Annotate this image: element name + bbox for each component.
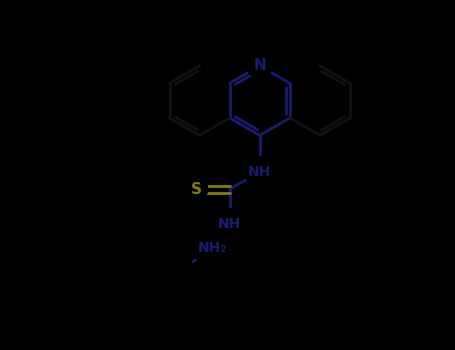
Circle shape bbox=[215, 209, 244, 239]
Text: NH₂: NH₂ bbox=[197, 241, 227, 255]
Circle shape bbox=[245, 157, 275, 187]
Text: N: N bbox=[253, 58, 266, 74]
Circle shape bbox=[193, 229, 231, 267]
Circle shape bbox=[248, 54, 272, 78]
Text: NH: NH bbox=[218, 217, 241, 231]
Text: S: S bbox=[191, 182, 202, 197]
Text: NH: NH bbox=[248, 165, 271, 179]
Circle shape bbox=[186, 178, 207, 200]
